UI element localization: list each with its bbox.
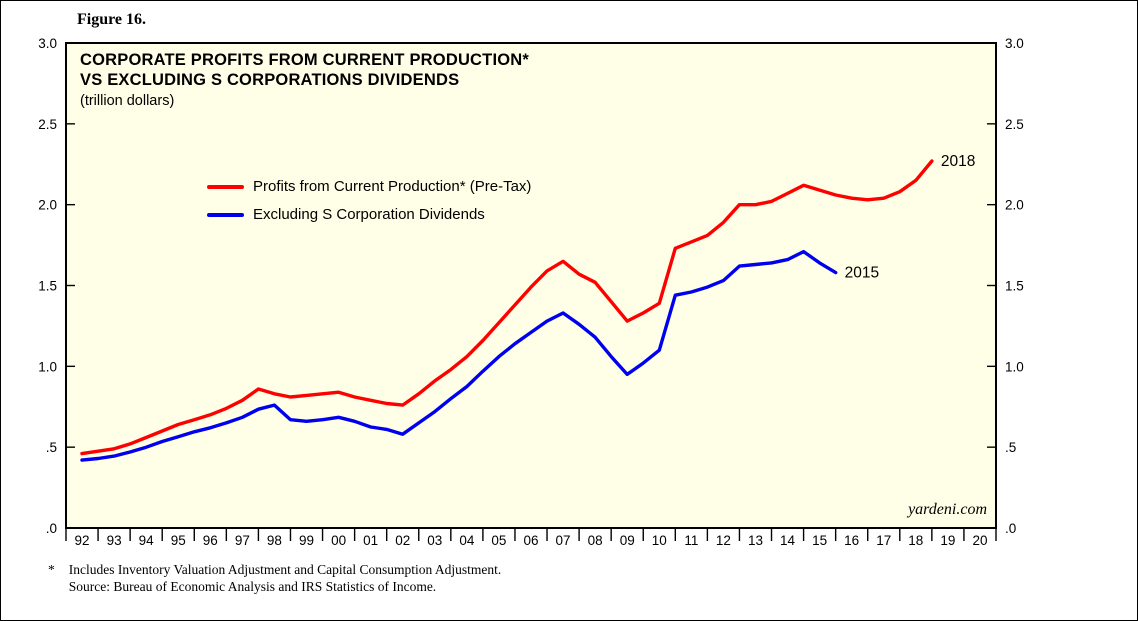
x-axis-label: 06 — [523, 533, 538, 548]
x-axis-label: 03 — [427, 533, 442, 548]
x-axis-label: 95 — [171, 533, 186, 548]
x-axis-label: 96 — [203, 533, 218, 548]
chart-title: CORPORATE PROFITS FROM CURRENT PRODUCTIO… — [80, 50, 529, 111]
y-axis-label-left: 2.0 — [38, 198, 57, 213]
x-axis-label: 94 — [139, 533, 155, 548]
x-axis-label: 09 — [620, 533, 635, 548]
x-axis-label: 00 — [331, 533, 346, 548]
x-axis-label: 13 — [748, 533, 763, 548]
chart-units-label: (trillion dollars) — [80, 93, 175, 109]
x-axis-label: 02 — [395, 533, 410, 548]
x-axis-label: 15 — [812, 533, 827, 548]
x-axis-label: 98 — [267, 533, 282, 548]
x-axis-label: 19 — [940, 533, 955, 548]
y-axis-label-right: 2.0 — [1005, 198, 1024, 213]
y-axis-label-right: .5 — [1005, 440, 1016, 455]
x-axis-label: 05 — [491, 533, 506, 548]
x-axis-label: 07 — [556, 533, 571, 548]
legend-label-pretax: Profits from Current Production* (Pre-Ta… — [253, 178, 532, 195]
y-axis-label-right: .0 — [1005, 521, 1016, 536]
x-axis-label: 08 — [588, 533, 603, 548]
y-axis-label-left: 1.0 — [38, 359, 57, 374]
footnote-asterisk: * — [48, 562, 55, 577]
legend-row: Profits from Current Production* (Pre-Ta… — [207, 178, 531, 195]
series-line-pretax — [80, 159, 934, 456]
y-axis-label-right: 1.0 — [1005, 359, 1024, 374]
x-axis-label: 16 — [844, 533, 859, 548]
y-axis-label-left: 1.5 — [38, 279, 57, 294]
y-axis-label-left: 3.0 — [38, 36, 57, 51]
y-axis-label-left: .0 — [46, 521, 57, 536]
legend-label-ex-s-corp: Excluding S Corporation Dividends — [253, 206, 485, 223]
x-axis-label: 99 — [299, 533, 314, 548]
y-axis-label-right: 2.5 — [1005, 117, 1024, 132]
y-axis-label-right: 1.5 — [1005, 279, 1024, 294]
x-axis-label: 18 — [908, 533, 923, 548]
y-axis-label-right: 3.0 — [1005, 36, 1024, 51]
y-axis-label-left: .5 — [46, 440, 57, 455]
x-axis-label: 01 — [363, 533, 378, 548]
y-axis-label-left: 2.5 — [38, 117, 57, 132]
legend-swatch-red-line — [207, 184, 244, 189]
x-axis-label: 97 — [235, 533, 250, 548]
footnote-line2: Source: Bureau of Economic Analysis and … — [68, 579, 437, 594]
legend-swatch-blue-line — [207, 212, 244, 217]
x-axis-label: 04 — [459, 533, 475, 548]
x-axis-label: 14 — [780, 533, 796, 548]
x-axis-label: 92 — [75, 533, 90, 548]
chart-title-line2: VS EXCLUDING S CORPORATIONS DIVIDENDS — [80, 71, 460, 89]
legend: Profits from Current Production* (Pre-Ta… — [207, 178, 531, 223]
x-axis-label: 10 — [652, 533, 667, 548]
series-line-ex-s-corp — [80, 249, 838, 462]
footnote-text: Includes Inventory Valuation Adjustment … — [69, 561, 501, 595]
x-axis-label: 12 — [716, 533, 731, 548]
footnote-line1: Includes Inventory Valuation Adjustment … — [68, 562, 502, 577]
figure-label: Figure 16. — [77, 11, 147, 28]
x-axis-label: 11 — [684, 533, 698, 548]
watermark: yardeni.com — [908, 501, 987, 518]
series-end-label-pretax: 2018 — [941, 153, 975, 170]
x-axis-label: 17 — [876, 533, 891, 548]
series-end-label-ex-s-corp: 2015 — [845, 265, 879, 282]
x-axis-label: 93 — [107, 533, 122, 548]
chart-title-line1: CORPORATE PROFITS FROM CURRENT PRODUCTIO… — [80, 51, 530, 69]
x-axis-label: 20 — [972, 533, 987, 548]
footnote: * Includes Inventory Valuation Adjustmen… — [48, 561, 501, 595]
legend-row: Excluding S Corporation Dividends — [207, 206, 531, 223]
